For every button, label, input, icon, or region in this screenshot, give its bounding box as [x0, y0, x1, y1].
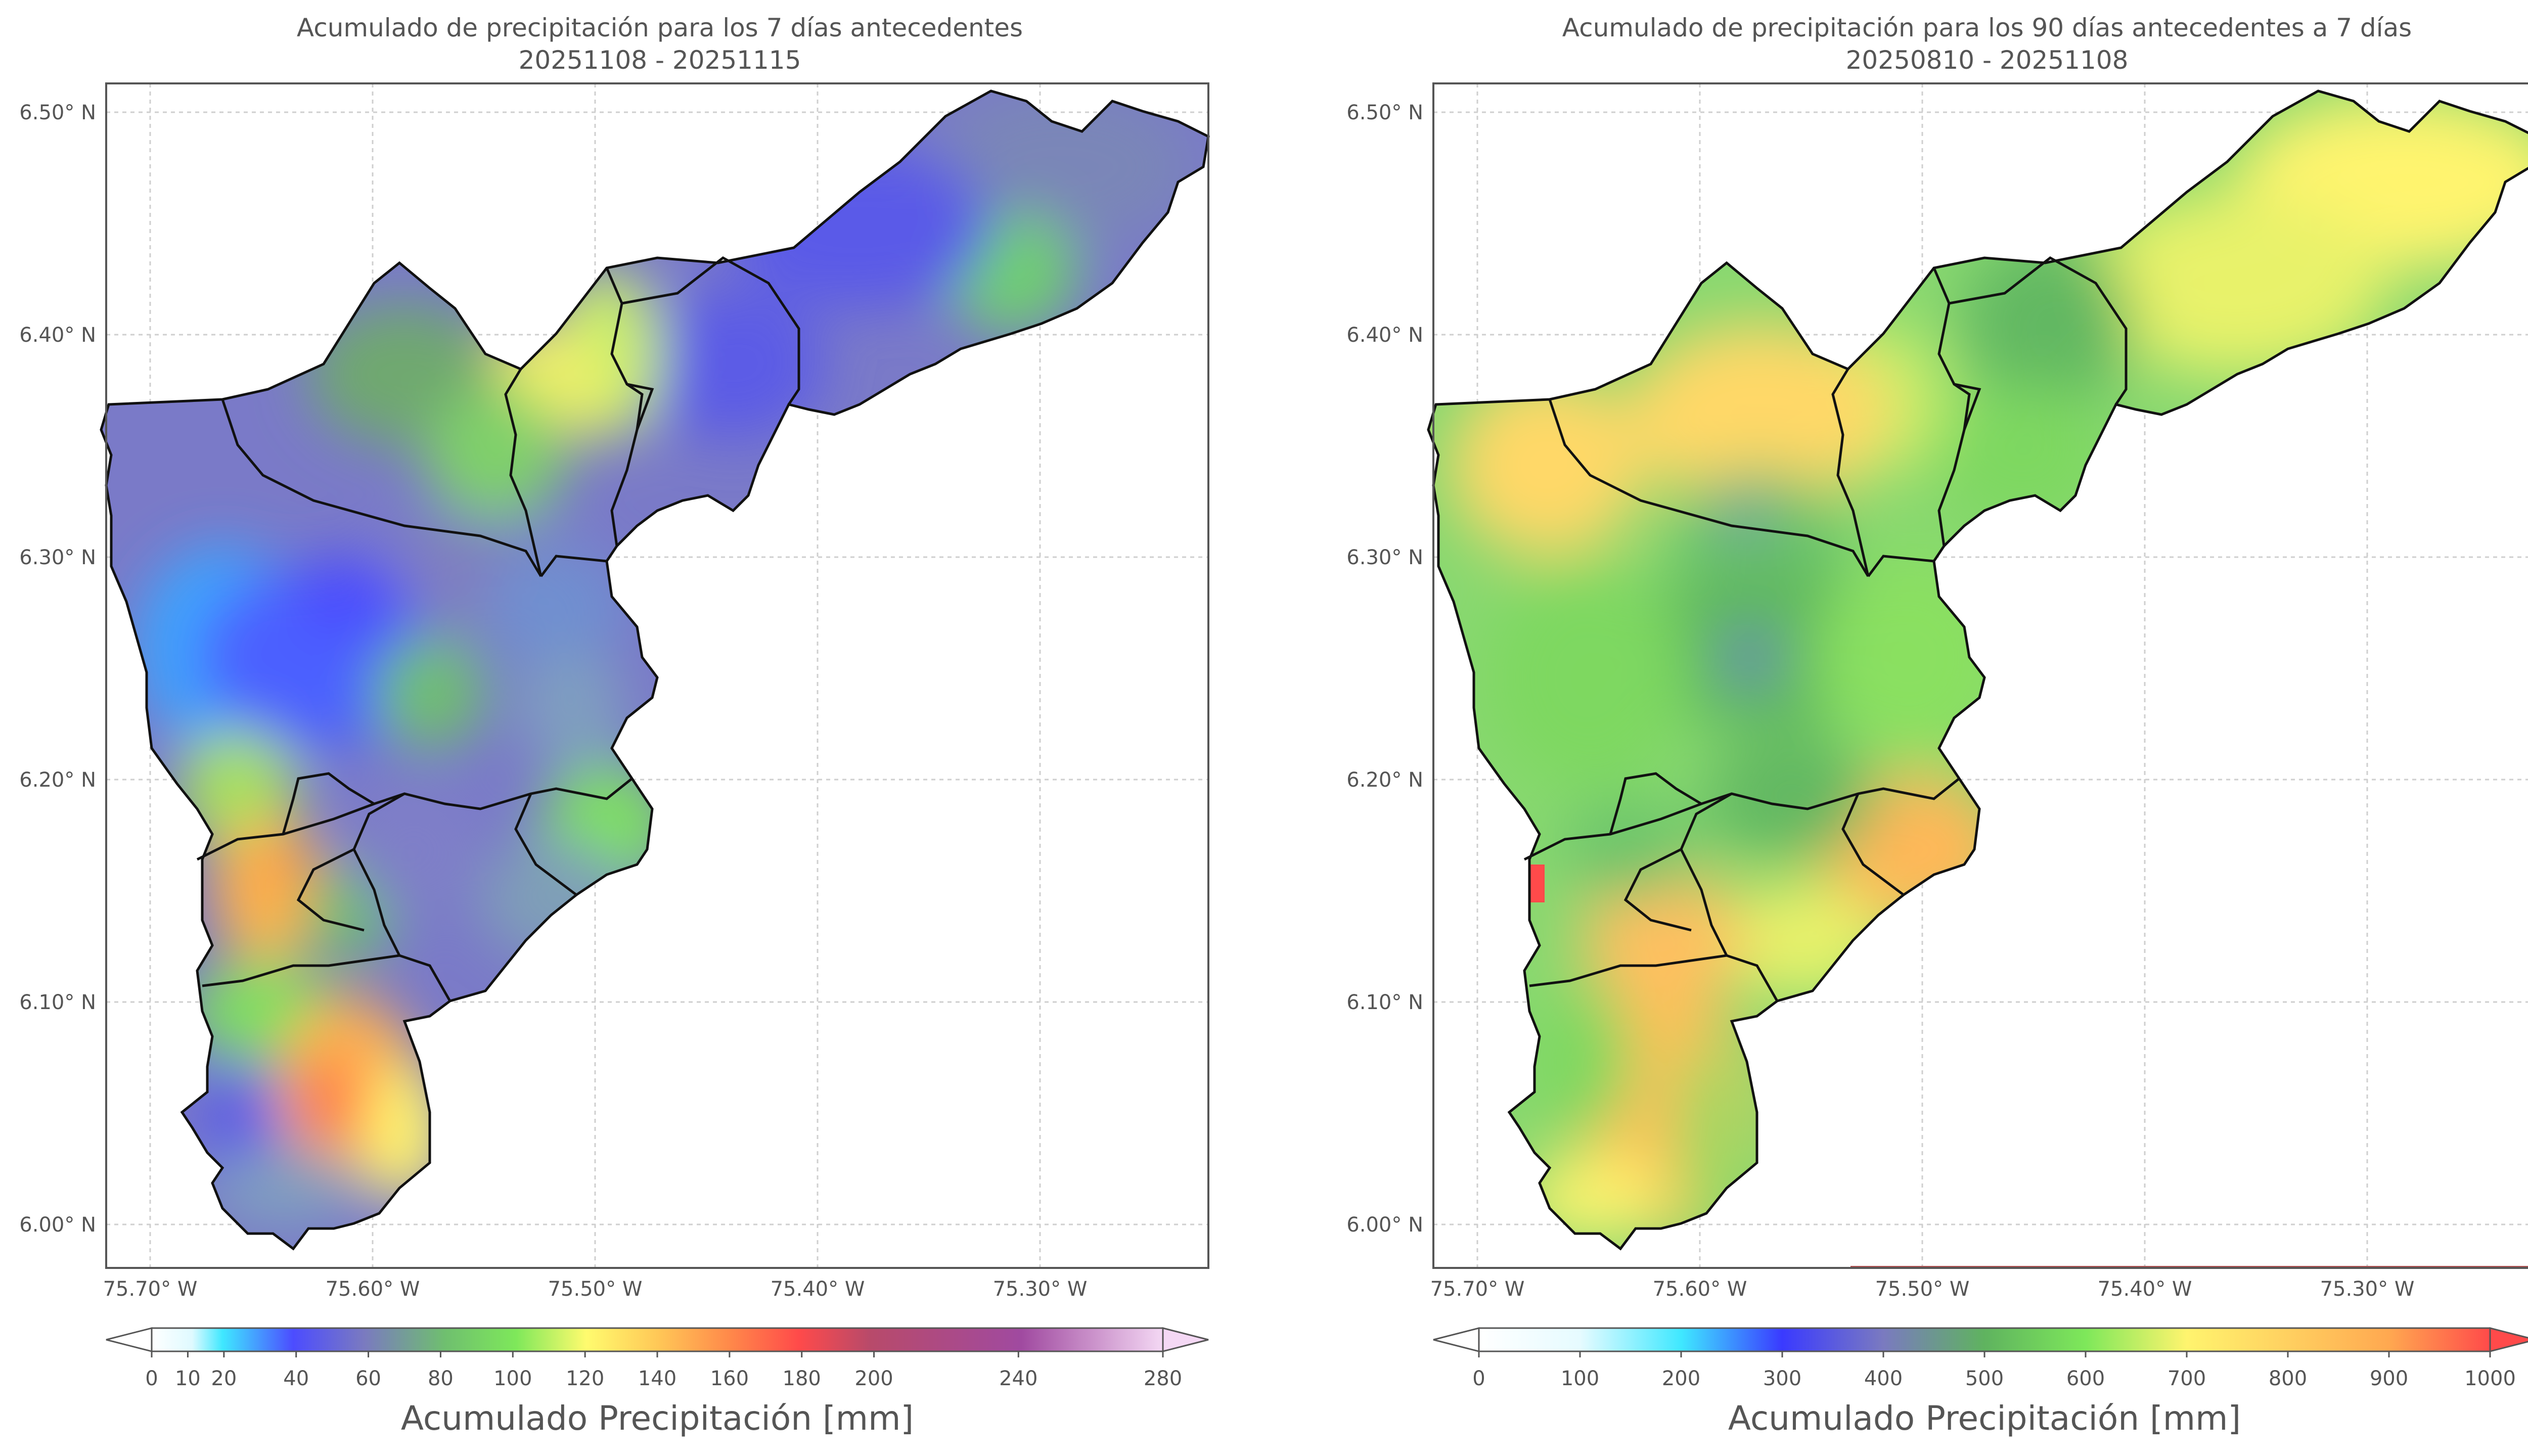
- left-lon-tick: 75.70° W: [103, 1278, 198, 1301]
- left-colorbar-tick-label: 10: [175, 1367, 201, 1390]
- left-colorbar-tick-label: 160: [710, 1367, 749, 1390]
- left-colorbar-tick-label: 280: [1144, 1367, 1182, 1390]
- right-lon-tick: 75.30° W: [2320, 1278, 2415, 1301]
- left-colorbar-tick-label: 240: [999, 1367, 1037, 1390]
- left-colorbar-ticks: 0 10 20 40 60 80 100 120 140 160 180 200 240 280: [145, 1351, 1182, 1390]
- right-map-frame: [1432, 82, 2528, 1269]
- left-lon-tick: 75.50° W: [548, 1278, 643, 1301]
- left-colorbar-tick-label: 100: [493, 1367, 532, 1390]
- left-colorbar: 0 10 20 40 60 80 100 120 140 160 180 200 240 280 Acum…: [106, 1327, 1209, 1438]
- right-lon-tick: 75.70° W: [1430, 1278, 1525, 1301]
- left-colorbar-label: Acumulado Precipitación [mm]: [401, 1399, 914, 1438]
- right-lat-tick-labels: 6.50° N 6.40° N 6.30° N 6.20° N 6.10° N …: [1346, 101, 1423, 1237]
- left-title-line1: Acumulado de precipitación para los 7 dí…: [297, 13, 1023, 42]
- right-colorbar-tick-label: 600: [2066, 1367, 2105, 1390]
- left-lat-tick: 6.00° N: [19, 1213, 96, 1237]
- left-colorbar-tick-label: 0: [145, 1367, 158, 1390]
- right-colorbar-min-extend: [1433, 1327, 1480, 1352]
- left-colorbar-tick-label: 140: [638, 1367, 676, 1390]
- right-lat-tick: 6.30° N: [1346, 546, 1423, 569]
- right-colorbar-tick-label: 800: [2269, 1367, 2307, 1390]
- right-colorbar-bar: [1478, 1327, 2491, 1352]
- left-colorbar-tick-label: 120: [566, 1367, 604, 1390]
- right-lat-tick: 6.00° N: [1346, 1213, 1423, 1237]
- left-lat-tick: 6.40° N: [19, 324, 96, 347]
- right-lon-tick: 75.50° W: [1875, 1278, 1970, 1301]
- right-colorbar-tick-label: 300: [1763, 1367, 1801, 1390]
- left-lat-tick: 6.50° N: [19, 101, 96, 124]
- left-lon-tick: 75.40° W: [771, 1278, 865, 1301]
- right-colorbar-max-extend: [2489, 1327, 2528, 1352]
- panel-left: Acumulado de precipitación para los 7 dí…: [19, 13, 1239, 1438]
- left-colorbar-tick-label: 40: [283, 1367, 309, 1390]
- right-lat-tick: 6.40° N: [1346, 324, 1423, 347]
- right-colorbar-tick-label: 700: [2168, 1367, 2206, 1390]
- right-max-precip-patch: [1529, 864, 1545, 902]
- right-colorbar-ticks: 0 100 200 300 400 500 600 700 800 900 1000: [1472, 1351, 2516, 1390]
- left-colorbar-max-extend: [1162, 1327, 1209, 1352]
- right-title-line2: 20250810 - 20251108: [1846, 46, 2129, 75]
- left-colorbar-tick-label: 60: [355, 1367, 381, 1390]
- right-colorbar-tick-label: 100: [1561, 1367, 1599, 1390]
- left-lat-tick: 6.30° N: [19, 546, 96, 569]
- right-precip-field: [1428, 91, 2528, 1249]
- left-map-frame: [105, 82, 1209, 1269]
- right-colorbar-tick-label: 500: [1965, 1367, 2004, 1390]
- right-colorbar-tick-label: 400: [1864, 1367, 1903, 1390]
- left-colorbar-tick-label: 180: [783, 1367, 821, 1390]
- left-lat-tick: 6.20° N: [19, 768, 96, 792]
- right-lat-tick: 6.50° N: [1346, 101, 1423, 124]
- right-colorbar-tick-label: 1000: [2464, 1367, 2516, 1390]
- left-lon-tick-labels: 75.70° W 75.60° W 75.50° W 75.40° W 75.3…: [103, 1278, 1088, 1301]
- left-colorbar-tick-label: 200: [854, 1367, 893, 1390]
- right-lon-tick: 75.60° W: [1653, 1278, 1747, 1301]
- right-colorbar-tick-label: 200: [1662, 1367, 1700, 1390]
- left-colorbar-bar: [151, 1327, 1164, 1352]
- right-lon-tick: 75.40° W: [2098, 1278, 2192, 1301]
- right-colorbar-label: Acumulado Precipitación [mm]: [1728, 1399, 2241, 1438]
- left-subbasin-boundaries: [196, 256, 800, 1002]
- right-lat-tick: 6.10° N: [1346, 991, 1423, 1014]
- right-lat-tick: 6.20° N: [1346, 768, 1423, 792]
- right-colorbar-tick-label: 0: [1472, 1367, 1485, 1390]
- left-title-line2: 20251108 - 20251115: [519, 46, 801, 75]
- right-colorbar: 0 100 200 300 400 500 600 700 800 900 1000 Acumula…: [1433, 1327, 2528, 1438]
- right-title-line1: Acumulado de precipitación para los 90 d…: [1562, 13, 2412, 42]
- left-colorbar-tick-label: 80: [428, 1367, 454, 1390]
- left-lon-tick: 75.60° W: [326, 1278, 420, 1301]
- left-lon-tick: 75.30° W: [993, 1278, 1088, 1301]
- left-colorbar-tick-label: 20: [211, 1367, 237, 1390]
- right-lon-tick-labels: 75.70° W 75.60° W 75.50° W 75.40° W 75.3…: [1430, 1278, 2415, 1301]
- left-lat-tick: 6.10° N: [19, 991, 96, 1014]
- panel-right: Acumulado de precipitación para los 90 d…: [1346, 13, 2528, 1438]
- left-colorbar-min-extend: [106, 1327, 153, 1352]
- right-colorbar-tick-label: 900: [2370, 1367, 2408, 1390]
- left-lat-tick-labels: 6.50° N 6.40° N 6.30° N 6.20° N 6.10° N …: [19, 101, 96, 1237]
- right-subbasin-boundaries: [1523, 256, 2128, 1002]
